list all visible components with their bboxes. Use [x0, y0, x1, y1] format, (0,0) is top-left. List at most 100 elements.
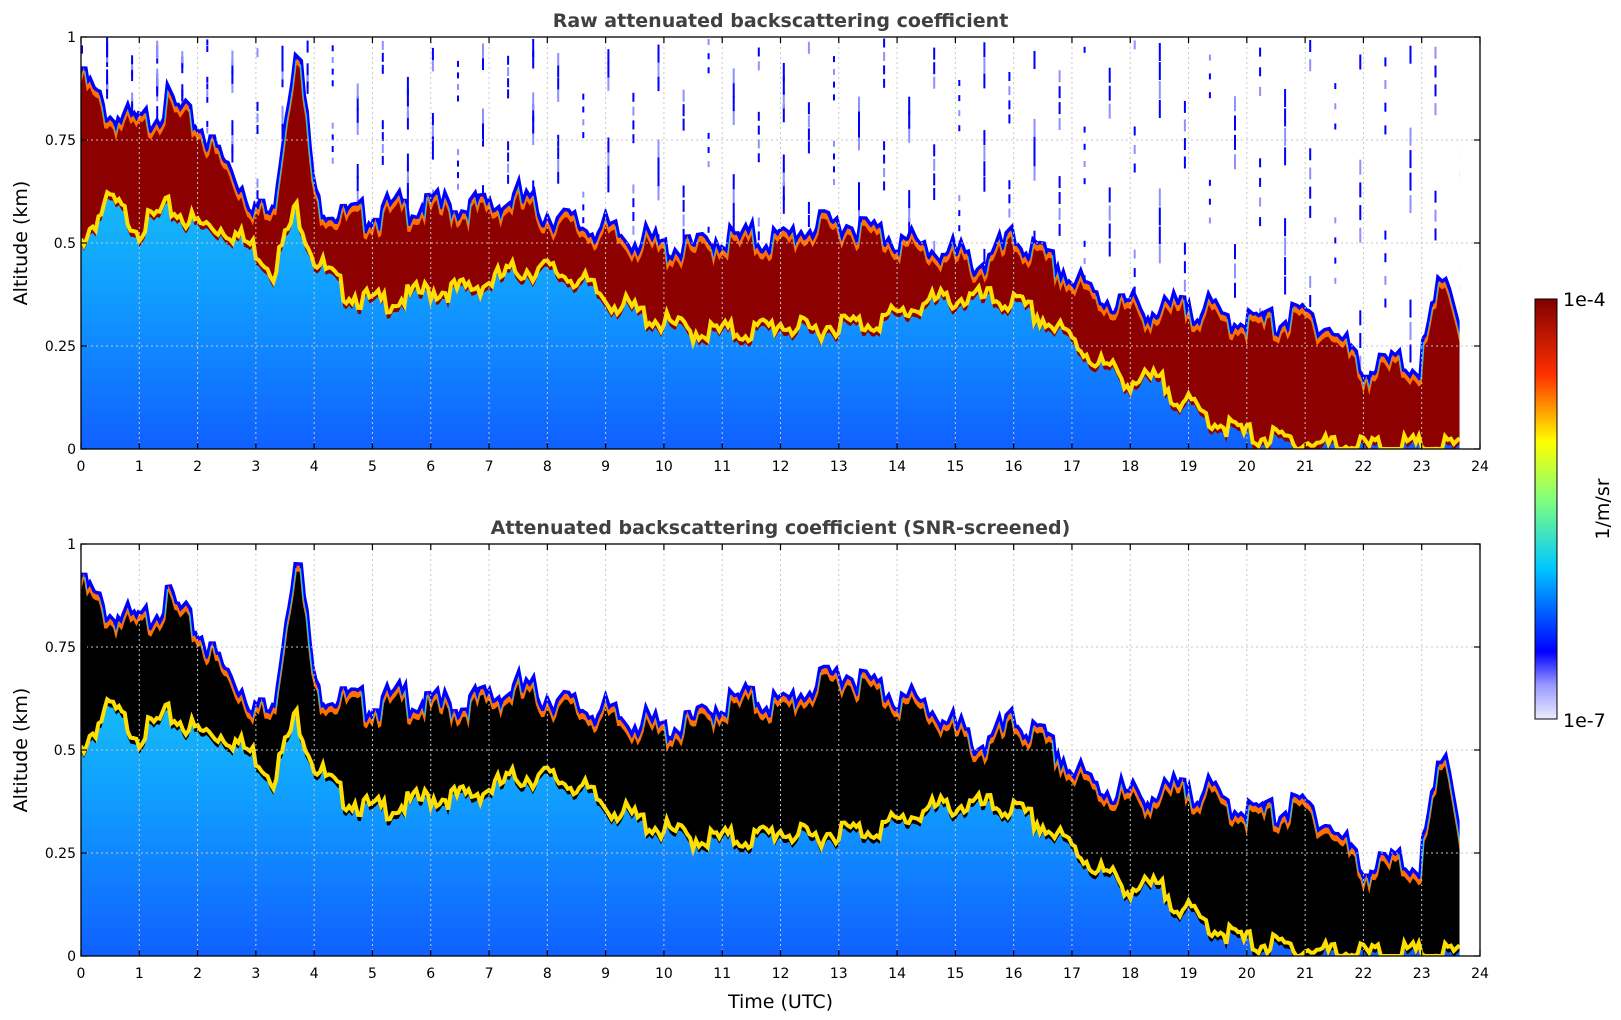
noise-speckle	[557, 171, 560, 184]
noise-speckle	[1334, 83, 1337, 90]
noise-speckle	[1359, 159, 1362, 175]
noise-speckle	[883, 154, 886, 164]
noise-speckle	[883, 141, 886, 151]
noise-speckle	[381, 120, 384, 130]
noise-speckle	[833, 81, 835, 88]
noise-speckle	[858, 182, 860, 198]
noise-speckle	[356, 176, 359, 192]
noise-speckle	[858, 109, 860, 125]
noise-speckle	[958, 110, 961, 117]
noise-speckle	[1434, 228, 1437, 241]
colorbar-gradient	[1534, 298, 1558, 720]
noise-speckle	[306, 69, 309, 82]
noise-speckle	[306, 81, 309, 94]
noise-speckle	[983, 161, 986, 177]
x-tick-label: 15	[946, 966, 964, 982]
noise-speckle	[883, 38, 886, 48]
noise-speckle	[231, 59, 234, 75]
noise-speckle	[406, 188, 409, 207]
noise-speckle	[1108, 241, 1111, 257]
noise-speckle	[1309, 295, 1312, 307]
noise-speckle	[933, 144, 936, 157]
noise-speckle	[1234, 282, 1236, 298]
noise-speckle	[331, 146, 334, 152]
noise-speckle	[507, 78, 510, 88]
noise-speckle	[381, 64, 384, 74]
noise-speckle	[131, 92, 134, 102]
noise-speckle	[1434, 46, 1437, 59]
noise-speckle	[1208, 179, 1211, 186]
noise-speckle	[732, 215, 735, 231]
noise-speckle	[1133, 268, 1136, 278]
x-tick-label: 5	[368, 966, 377, 982]
noise-speckle	[1384, 102, 1387, 112]
y-axis: 0 0.25 0.5 0.75 1	[45, 30, 1480, 458]
noise-speckle	[657, 182, 660, 201]
noise-speckle	[1359, 333, 1362, 348]
y-tick-label: 1	[67, 537, 76, 553]
noise-speckle	[732, 82, 735, 98]
noise-speckle	[532, 127, 535, 145]
x-tick-label: 14	[888, 459, 906, 475]
noise-speckle	[807, 41, 810, 54]
noise-speckle	[1083, 46, 1086, 53]
noise-speckle	[1334, 123, 1337, 130]
noise-speckle	[1409, 322, 1412, 340]
noise-speckle	[1409, 195, 1412, 214]
noise-speckle	[507, 163, 510, 173]
noise-speckle	[557, 134, 560, 147]
noise-speckle	[732, 201, 735, 217]
noise-speckle	[381, 155, 384, 165]
noise-speckle	[582, 119, 585, 126]
noise-speckle	[256, 190, 259, 200]
noise-speckle	[1259, 86, 1262, 96]
x-tick-label: 22	[1355, 459, 1373, 475]
noise-speckle	[457, 183, 459, 190]
noise-speckle	[933, 47, 936, 60]
noise-speckle	[1309, 275, 1312, 288]
noise-speckle	[833, 166, 835, 173]
noise-speckle	[632, 106, 635, 116]
noise-speckle	[858, 96, 860, 112]
noise-speckle	[632, 120, 635, 130]
noise-speckle	[1284, 218, 1287, 237]
noise-speckle	[482, 55, 484, 70]
noise-speckle	[657, 139, 660, 158]
noise-speckle	[757, 111, 760, 121]
noise-speckle	[1158, 245, 1161, 264]
noise-speckle	[356, 164, 359, 179]
noise-speckle	[1208, 73, 1211, 80]
noise-speckle	[1284, 108, 1287, 127]
x-tick-label: 6	[426, 966, 435, 982]
x-tick-label: 12	[772, 459, 790, 475]
x-tick-label: 23	[1413, 459, 1431, 475]
noise-speckle	[306, 40, 309, 53]
x-tick-label: 12	[772, 966, 790, 982]
noise-speckle	[356, 83, 359, 99]
noise-speckle	[431, 147, 434, 160]
noise-speckle	[732, 174, 735, 190]
noise-speckle	[908, 96, 911, 115]
noise-speckle	[1259, 158, 1262, 168]
noise-speckle	[1033, 162, 1036, 181]
noise-speckle	[1008, 194, 1011, 204]
noise-speckle	[757, 47, 760, 57]
noise-speckle	[1008, 180, 1011, 190]
noise-speckle	[206, 39, 209, 46]
noise-speckle	[206, 96, 209, 103]
noise-speckle	[256, 101, 259, 111]
x-tick-label: 3	[251, 966, 260, 982]
noise-speckle	[1359, 227, 1362, 243]
noise-speckle	[231, 68, 234, 84]
noise-speckle	[1083, 258, 1086, 264]
noise-speckle	[1208, 92, 1211, 99]
noise-speckle	[1133, 249, 1136, 259]
noise-speckle	[1284, 89, 1287, 107]
noise-speckle	[1133, 40, 1136, 50]
noise-speckle	[1033, 118, 1036, 137]
noise-speckle	[732, 110, 735, 125]
noise-speckle	[406, 76, 409, 95]
noise-speckle	[1284, 257, 1287, 276]
noise-speckle	[381, 132, 384, 142]
noise-speckle	[632, 134, 635, 144]
